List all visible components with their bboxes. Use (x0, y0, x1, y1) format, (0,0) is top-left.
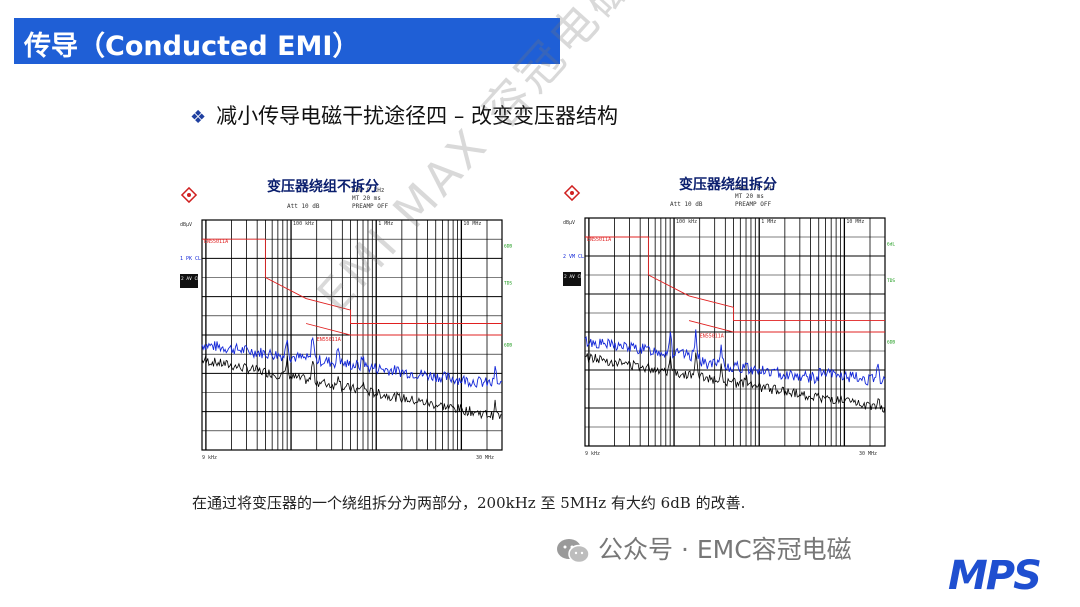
avg-trace (201, 355, 503, 421)
peak-trace (201, 336, 503, 388)
emi-chart-unsplit: 变压器绕组不拆分 RBW 9 kHz MT 20 ms Att 10 dB PREAM… (170, 172, 520, 464)
title-bar: 传导（Conducted EMI） (14, 18, 560, 64)
x-end-label: 30 MHz (476, 455, 494, 461)
preamp-label: PREAMP OFF (735, 201, 772, 208)
rbw-label: RBW 9 kHz (352, 187, 385, 194)
unit-label: dBµV (180, 222, 192, 228)
trace2-label: 2 AV CLRWR (181, 276, 208, 282)
mps-logo: MPS (948, 553, 1042, 599)
footer-text: 公众号 · EMC容冠电磁 (598, 535, 852, 564)
att-label: Att 10 dB (670, 201, 703, 208)
freq-tick-label: 100 kHz (676, 219, 697, 225)
freq-tick-label: 100 kHz (293, 221, 314, 227)
peak-trace (584, 329, 886, 386)
x-start-label: 9 kHz (585, 451, 600, 457)
trace2-box (563, 272, 581, 286)
x-start-label: 9 kHz (202, 455, 217, 461)
limit-label: EN55011A (317, 337, 341, 343)
bullet-icon: ❖ (190, 107, 207, 128)
right-label: 6DB (887, 339, 895, 345)
trace1-label: 1 PK CLRWR (180, 256, 211, 262)
right-label: 6DB (504, 343, 512, 349)
limit-line-av (305, 323, 502, 336)
right-label: 6DB (504, 244, 512, 250)
chart-title: 变压器绕组不拆分 (267, 179, 379, 195)
emi-chart-split: 变压器绕组拆分 RBW 120 kHz MT 20 ms Att 10 dB PREA… (555, 170, 895, 462)
rbw-label: RBW 120 kHz (735, 185, 775, 192)
chart-title: 变压器绕组拆分 (679, 177, 777, 193)
x-end-label: 30 MHz (859, 451, 877, 457)
freq-tick-label: 10 MHz (846, 219, 864, 225)
limit-line-qp (202, 238, 502, 324)
wechat-icon (557, 539, 590, 564)
att-label: Att 10 dB (287, 203, 320, 210)
limit-label: EN55011A (204, 239, 228, 245)
rs-logo-dot (187, 193, 191, 197)
limit-label: EN55011A (587, 237, 611, 243)
right-label: TDS (504, 280, 512, 286)
freq-tick-label: 1 MHz (378, 221, 393, 227)
limit-line-qp (585, 236, 885, 322)
freq-tick-label: 1 MHz (761, 219, 776, 225)
limit-label: EN55011A (700, 334, 724, 340)
trace1-label: 2 VM CLRWR (563, 254, 594, 260)
mt-label: MT 20 ms (735, 193, 764, 200)
freq-tick-label: 10 MHz (463, 221, 481, 227)
page-title: 传导（Conducted EMI） (24, 31, 360, 62)
right-label: 6dL (887, 241, 895, 247)
right-label: TDS (887, 278, 895, 284)
unit-label: dBµV (563, 220, 575, 226)
avg-trace (584, 352, 886, 413)
preamp-label: PREAMP OFF (352, 203, 389, 210)
subtitle-text: 减小传导电磁干扰途径四 – 改变变压器结构 (216, 104, 618, 128)
trace2-box (180, 274, 198, 288)
footer: 公众号 · EMC容冠电磁 (556, 530, 852, 566)
rs-logo-dot (570, 191, 574, 195)
caption: 在通过将变压器的一个绕组拆分为两部分，200kHz 至 5MHz 有大约 6dB… (192, 494, 746, 512)
mt-label: MT 20 ms (352, 195, 381, 202)
limit-line-av (688, 320, 885, 333)
subtitle: ❖ 减小传导电磁干扰途径四 – 改变变压器结构 (190, 100, 618, 130)
trace2-label: 2 AV CLRWR (564, 274, 591, 280)
